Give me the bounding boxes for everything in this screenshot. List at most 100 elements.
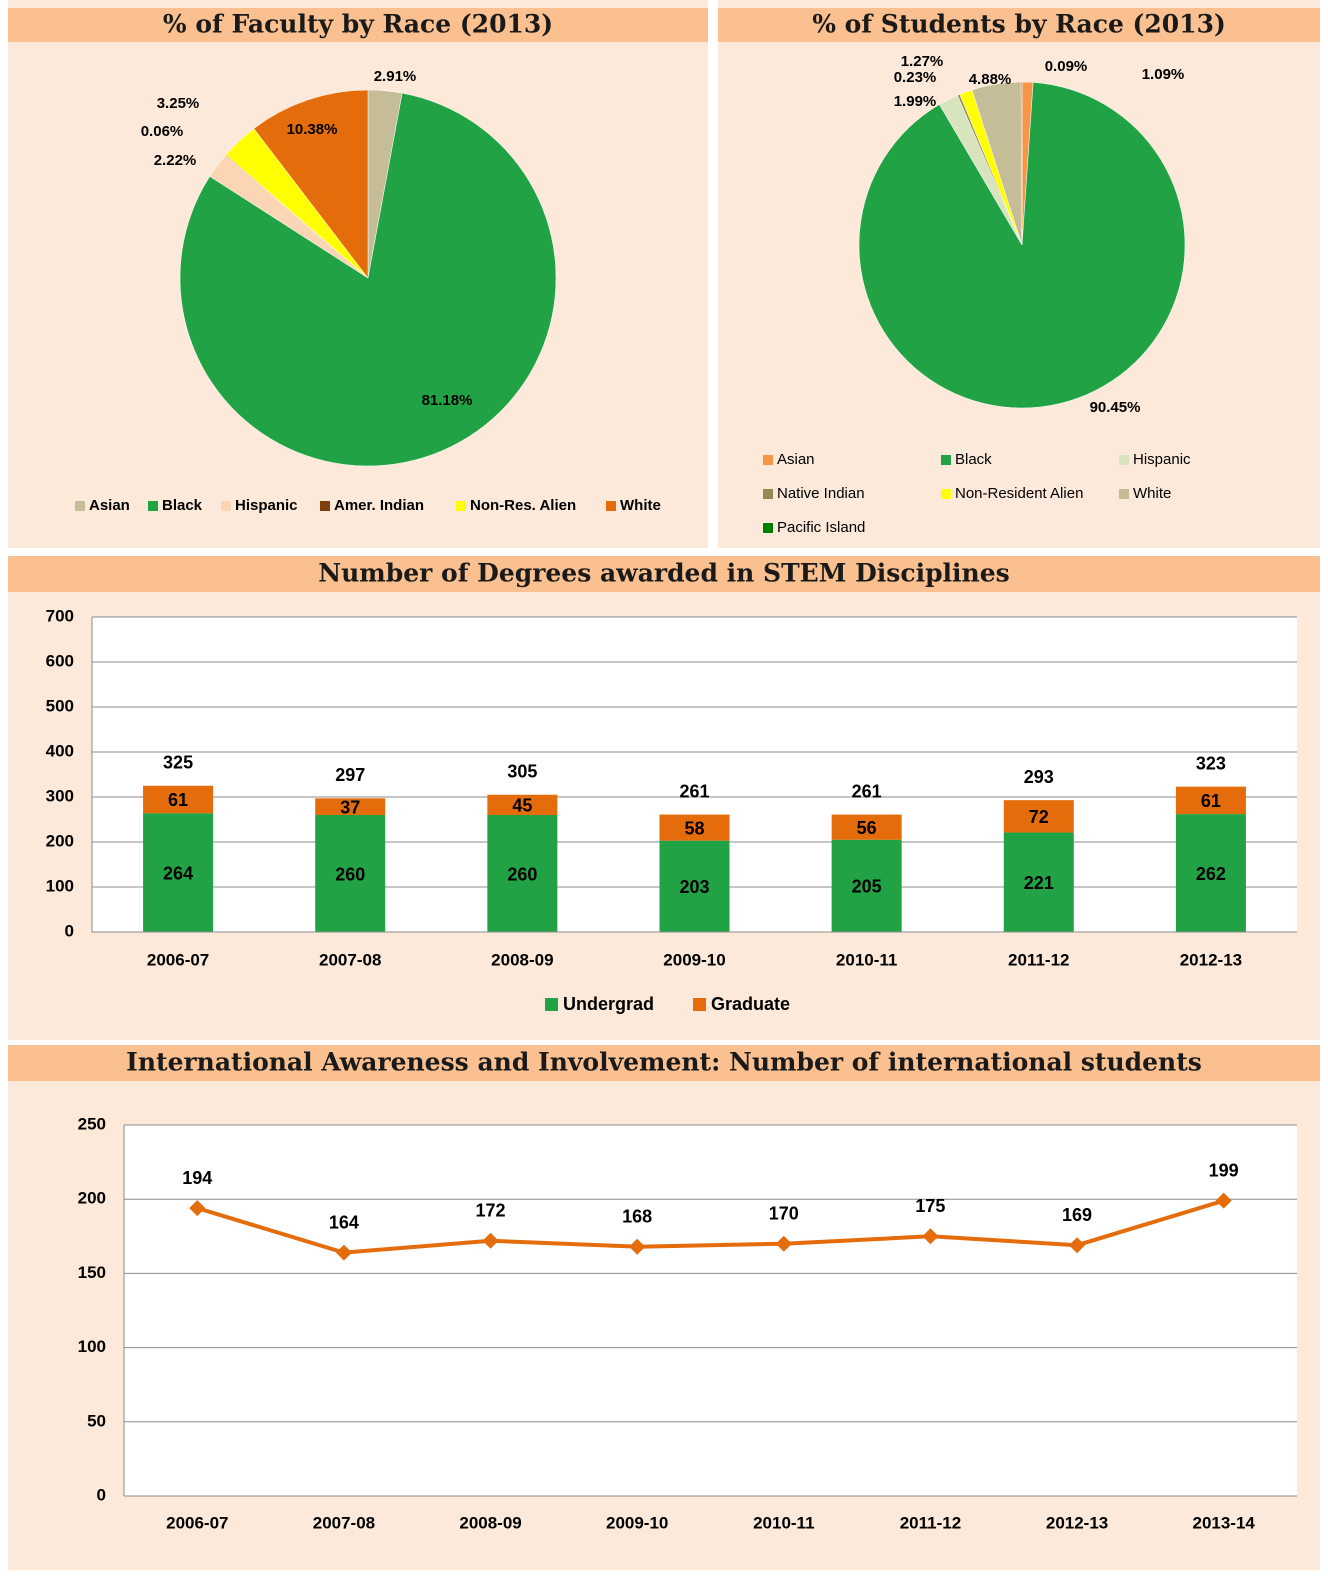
bar-segment	[143, 785, 214, 814]
x-tick-label: 2009-10	[663, 950, 725, 969]
bar-segment	[487, 794, 558, 815]
legend-swatch	[941, 455, 951, 465]
y-tick-label: 300	[46, 786, 74, 805]
y-tick-label: 50	[87, 1411, 106, 1430]
y-tick-label: 400	[46, 741, 74, 760]
x-tick-label: 2011-12	[900, 1513, 961, 1532]
legend-label: Black	[162, 497, 203, 514]
total-label: 293	[1024, 767, 1054, 787]
marker	[1215, 1192, 1232, 1209]
legend-label: Graduate	[711, 994, 790, 1014]
pie-slice	[858, 82, 1186, 409]
data-label: 221	[1024, 873, 1054, 893]
legend-label: Non-Res. Alien	[470, 497, 576, 514]
legend-label: Pacific Island	[777, 519, 865, 536]
bar-segment	[1175, 786, 1246, 815]
data-label: 164	[329, 1212, 359, 1232]
data-label: 3.25%	[157, 95, 200, 112]
legend-label: Amer. Indian	[334, 497, 424, 514]
y-tick-label: 700	[46, 606, 74, 625]
pie-slice	[1020, 81, 1023, 246]
legend-swatch	[221, 501, 231, 511]
legend-label: Black	[955, 451, 992, 468]
data-label: 61	[1201, 791, 1221, 811]
x-tick-label: 2010-11	[753, 1513, 814, 1532]
x-tick-label: 2008-09	[491, 950, 553, 969]
marker	[775, 1235, 792, 1252]
bar-segment	[315, 798, 386, 815]
marker	[482, 1232, 499, 1249]
total-label: 297	[335, 765, 365, 785]
title-bar	[718, 8, 1320, 42]
x-tick-label: 2013-14	[1192, 1513, 1255, 1532]
data-label: 1.99%	[894, 93, 937, 110]
data-label: 175	[915, 1196, 945, 1216]
marker	[629, 1238, 646, 1255]
legend-swatch	[763, 489, 773, 499]
title-bar	[8, 1045, 1320, 1081]
total-label: 325	[163, 753, 193, 773]
y-tick-label: 600	[46, 651, 74, 670]
data-label: 81.18%	[422, 392, 473, 409]
legend-label: Asian	[89, 497, 130, 514]
legend-swatch	[941, 489, 951, 499]
legend-swatch	[763, 455, 773, 465]
legend-swatch	[148, 501, 158, 511]
pie-slice	[253, 89, 369, 279]
bar-segment	[487, 815, 558, 932]
legend-swatch	[1119, 455, 1129, 465]
total-label: 261	[852, 781, 882, 801]
chart-title: % of Students by Race (2013)	[812, 10, 1226, 39]
data-label: 205	[852, 877, 882, 897]
data-label: 56	[857, 818, 877, 838]
data-label: 1.27%	[901, 53, 944, 70]
legend-label: Native Indian	[777, 485, 865, 502]
pie-slice	[179, 92, 557, 467]
x-tick-label: 2010-11	[836, 950, 897, 969]
data-label: 37	[340, 797, 360, 817]
y-tick-label: 0	[97, 1485, 106, 1504]
title-bar	[8, 8, 708, 42]
bar-segment	[659, 814, 730, 841]
data-label: 199	[1209, 1160, 1239, 1180]
total-label: 323	[1196, 753, 1226, 773]
data-label: 264	[163, 863, 193, 883]
data-label: 45	[512, 796, 532, 816]
legend-swatch	[545, 998, 558, 1011]
data-label: 170	[769, 1203, 799, 1223]
data-label: 172	[476, 1201, 506, 1221]
data-label: 0.09%	[1045, 58, 1088, 75]
bar-segment	[831, 814, 902, 840]
x-tick-label: 2011-12	[1008, 950, 1069, 969]
bar-segment	[1175, 814, 1246, 932]
y-tick-label: 250	[78, 1114, 106, 1133]
data-label: 194	[182, 1168, 212, 1188]
data-label: 260	[335, 864, 365, 884]
legend-label: Hispanic	[1133, 451, 1191, 468]
y-tick-label: 200	[78, 1189, 106, 1208]
x-tick-label: 2006-07	[147, 950, 209, 969]
legend-swatch	[75, 501, 85, 511]
data-label: 2.91%	[374, 68, 417, 85]
total-label: 305	[507, 762, 537, 782]
data-label: 260	[507, 864, 537, 884]
y-tick-label: 150	[78, 1263, 106, 1282]
x-tick-label: 2008-09	[459, 1513, 521, 1532]
x-tick-label: 2007-08	[313, 1513, 375, 1532]
legend-swatch	[763, 523, 773, 533]
data-label: 72	[1029, 807, 1049, 827]
legend-label: Non-Resident Alien	[955, 485, 1083, 502]
data-label: 61	[168, 790, 188, 810]
bar-segment	[659, 840, 730, 932]
marker	[922, 1228, 939, 1245]
data-label: 58	[684, 818, 704, 838]
legend-swatch	[1119, 489, 1129, 499]
marker	[1069, 1237, 1086, 1254]
data-label: 1.09%	[1142, 66, 1185, 83]
data-label: 203	[679, 877, 709, 897]
bar-segment	[315, 815, 386, 932]
total-label: 261	[679, 781, 709, 801]
legend-label: Hispanic	[235, 497, 298, 514]
data-label: 262	[1196, 864, 1226, 884]
data-label: 4.88%	[969, 71, 1012, 88]
